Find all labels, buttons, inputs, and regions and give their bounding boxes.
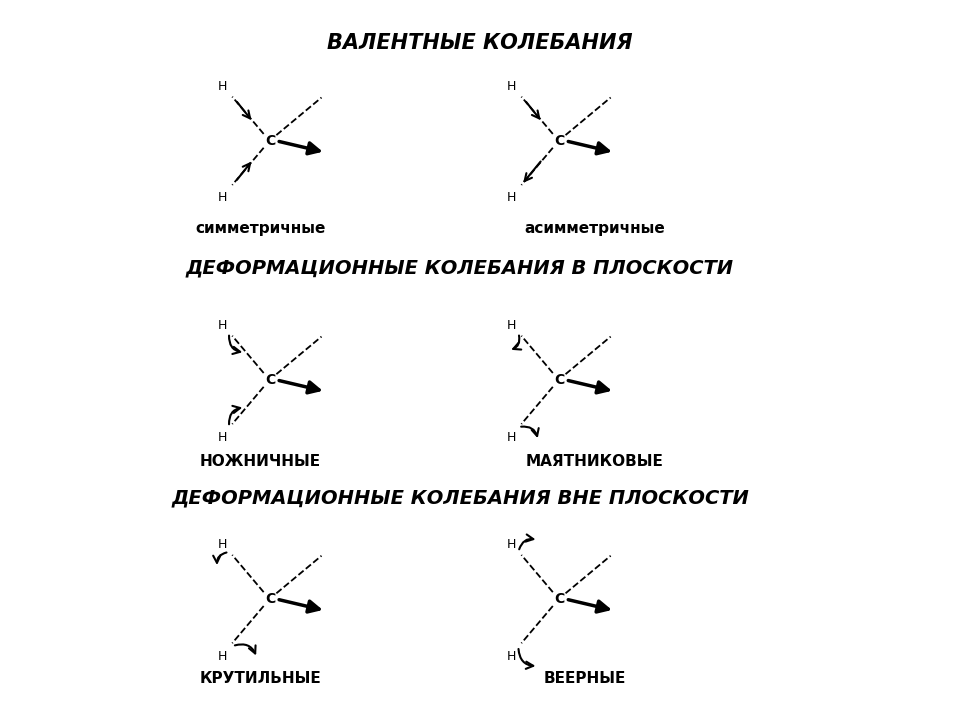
Text: H: H [507,80,516,94]
Text: H: H [218,320,227,333]
Text: H: H [218,80,227,94]
Text: C: C [266,134,276,148]
Text: H: H [218,649,227,662]
Text: асимметричные: асимметричные [524,221,665,236]
Text: C: C [555,134,564,148]
Text: ДЕФОРМАЦИОННЫЕ КОЛЕБАНИЯ ВНЕ ПЛОСКОСТИ: ДЕФОРМАЦИОННЫЕ КОЛЕБАНИЯ ВНЕ ПЛОСКОСТИ [171,488,749,507]
Text: КРУТИЛЬНЫЕ: КРУТИЛЬНЫЕ [200,671,322,686]
Text: H: H [507,192,516,204]
Text: НОЖНИЧНЫЕ: НОЖНИЧНЫЕ [200,454,322,469]
Text: H: H [507,539,516,552]
Text: H: H [218,539,227,552]
Text: H: H [218,431,227,444]
Text: ВЕЕРНЫЕ: ВЕЕРНЫЕ [543,671,626,686]
Text: H: H [507,431,516,444]
Text: H: H [218,192,227,204]
Text: H: H [507,320,516,333]
Text: H: H [507,649,516,662]
Text: ДЕФОРМАЦИОННЫЕ КОЛЕБАНИЯ В ПЛОСКОСТИ: ДЕФОРМАЦИОННЫЕ КОЛЕБАНИЯ В ПЛОСКОСТИ [186,259,734,278]
Text: C: C [555,592,564,606]
Text: ВАЛЕНТНЫЕ КОЛЕБАНИЯ: ВАЛЕНТНЫЕ КОЛЕБАНИЯ [327,33,633,53]
Text: симметричные: симметричные [196,221,325,236]
Text: C: C [555,373,564,387]
Text: C: C [266,592,276,606]
Text: МАЯТНИКОВЫЕ: МАЯТНИКОВЫЕ [526,454,663,469]
Text: C: C [266,373,276,387]
